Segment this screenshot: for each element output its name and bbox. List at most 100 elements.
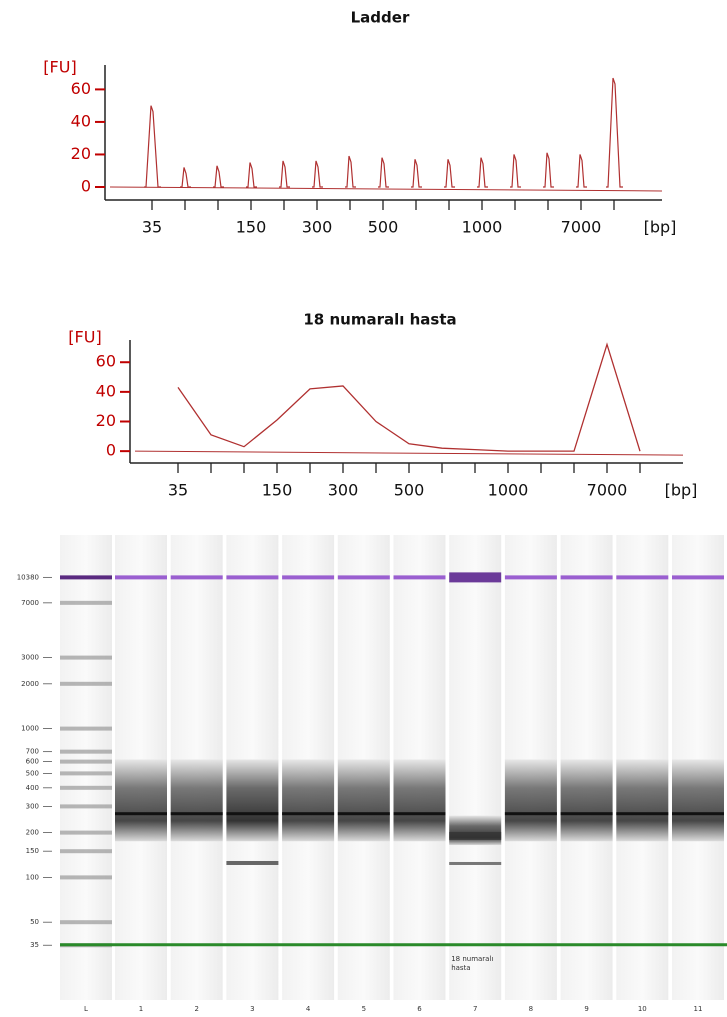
y-tick-label: 3000 <box>21 654 39 662</box>
annotation: 18 numaralı hasta <box>451 955 493 972</box>
ladder-band <box>60 875 112 880</box>
lane-label: 6 <box>417 1005 422 1013</box>
ladder-band <box>60 849 112 854</box>
y-axis-label: [FU] <box>43 58 76 77</box>
smear <box>560 759 613 842</box>
ladder-band <box>60 920 112 925</box>
marker-band <box>560 575 613 580</box>
y-tick-label: 150 <box>26 847 39 855</box>
peak <box>543 152 554 188</box>
y-tick-label: 7000 <box>21 599 39 607</box>
y-tick-label: 20 <box>71 144 91 163</box>
x-tick-label: 1000 <box>488 481 529 500</box>
lane-label: 2 <box>194 1005 198 1013</box>
ladder-band <box>60 771 112 776</box>
peak <box>444 159 455 188</box>
lane-label: 3 <box>250 1005 254 1013</box>
ladder-band <box>60 830 112 835</box>
band <box>393 812 446 816</box>
marker-band <box>226 575 279 580</box>
lane-label: 9 <box>584 1005 588 1013</box>
band <box>449 831 502 840</box>
lane-label: 5 <box>362 1005 366 1013</box>
smear <box>226 759 279 842</box>
x-tick-label: 300 <box>302 218 333 237</box>
smear <box>449 815 502 846</box>
smear <box>115 759 167 842</box>
y-tick-label: 600 <box>26 758 39 766</box>
lane-label: 7 <box>473 1005 477 1013</box>
y-tick-label: 60 <box>71 79 91 98</box>
x-tick-label: 500 <box>394 481 425 500</box>
y-tick-label: 100 <box>26 873 39 881</box>
lane-label: 8 <box>529 1005 533 1013</box>
peak <box>213 165 224 188</box>
smear <box>393 759 446 842</box>
lane-label: 11 <box>694 1005 703 1013</box>
y-tick-label: 60 <box>96 352 116 371</box>
y-tick-label: 2000 <box>21 680 39 688</box>
gel-lane <box>449 535 502 1000</box>
baseline <box>109 186 663 192</box>
band <box>672 812 724 816</box>
peak <box>378 157 389 188</box>
ladder-band <box>60 749 112 754</box>
lane-label: 4 <box>306 1005 311 1013</box>
lane-label: 1 <box>139 1005 143 1013</box>
peak <box>312 160 323 188</box>
marker-band <box>170 575 223 580</box>
ladder-band <box>60 804 112 809</box>
peak <box>606 77 623 188</box>
marker-band <box>115 575 167 580</box>
ladder-band <box>60 759 112 764</box>
x-axis-label: [bp] <box>644 218 677 237</box>
y-tick-label: 0 <box>81 176 91 195</box>
x-tick-label: 1000 <box>462 218 503 237</box>
band <box>504 812 557 816</box>
band <box>170 812 223 816</box>
x-tick-label: 35 <box>142 218 162 237</box>
band <box>226 860 279 865</box>
y-tick-label: 50 <box>30 918 39 926</box>
x-axis-label: [bp] <box>665 481 698 500</box>
ladder-band <box>60 655 112 660</box>
x-tick-label: 7000 <box>587 481 628 500</box>
peak <box>345 155 356 188</box>
annotation-line: 18 numaralı <box>451 955 493 963</box>
y-tick-label: 700 <box>26 748 39 756</box>
marker-band <box>672 575 724 580</box>
peak <box>180 167 191 188</box>
y-tick-label: 20 <box>96 411 116 430</box>
smear <box>170 759 223 842</box>
peak <box>411 159 422 188</box>
x-tick-label: 300 <box>328 481 359 500</box>
smear <box>337 759 390 842</box>
marker-band <box>616 575 669 580</box>
x-tick-label: 7000 <box>561 218 602 237</box>
peak <box>279 160 290 188</box>
x-tick-label: 500 <box>368 218 399 237</box>
peak <box>477 157 488 188</box>
marker-band <box>282 575 335 580</box>
y-tick-label: 35 <box>30 941 39 949</box>
ladder-band <box>60 681 112 686</box>
band <box>226 812 279 816</box>
marker-band <box>393 575 446 580</box>
smear <box>504 759 557 842</box>
annotation-line: hasta <box>451 964 470 972</box>
lane-label: 10 <box>638 1005 647 1013</box>
y-tick-label: 40 <box>96 381 116 400</box>
smear <box>282 759 335 842</box>
y-tick-label: 40 <box>71 111 91 130</box>
ladder-band <box>60 600 112 605</box>
y-tick-label: 1000 <box>21 725 39 733</box>
y-tick-label: 400 <box>26 784 39 792</box>
ladder-band <box>60 575 112 580</box>
lane-label: L <box>84 1005 88 1013</box>
ladder-band <box>60 726 112 731</box>
marker-band <box>337 575 390 580</box>
smear <box>616 759 669 842</box>
band <box>282 812 335 816</box>
y-tick-label: 300 <box>26 802 39 810</box>
